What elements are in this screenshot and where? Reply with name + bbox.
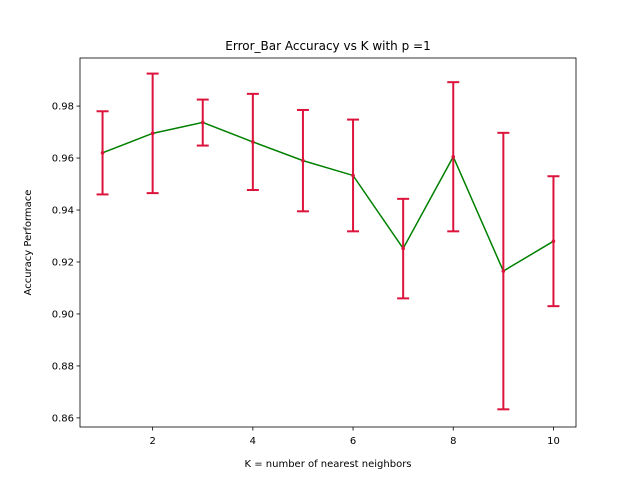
data-point <box>351 173 355 178</box>
y-tick-label: 0.88 <box>52 361 74 372</box>
error-bar <box>246 92 259 192</box>
error-bar <box>447 81 460 233</box>
error-bar <box>497 131 510 411</box>
error-bar <box>397 197 410 300</box>
series-line <box>102 121 554 273</box>
x-axis: 2 4 6 8 10 <box>149 427 560 447</box>
data-point <box>401 246 405 251</box>
y-axis: 0.86 0.88 0.90 0.92 0.94 0.96 0.98 <box>52 102 80 424</box>
data-point <box>100 151 105 155</box>
y-tick-label: 0.90 <box>52 309 74 320</box>
x-axis-label: K = number of nearest neighbors <box>244 459 411 470</box>
error-bar <box>196 98 209 147</box>
x-tick-label: 8 <box>450 436 456 447</box>
y-axis-label: Accuracy Performace <box>23 190 34 296</box>
data-point <box>150 131 155 136</box>
y-tick-label: 0.92 <box>52 257 74 268</box>
error-bar <box>347 118 360 233</box>
x-tick-label: 10 <box>547 436 560 447</box>
error-bar <box>296 108 309 213</box>
error-bar <box>96 110 109 196</box>
x-tick-label: 2 <box>149 436 155 447</box>
y-tick-label: 0.86 <box>52 413 74 424</box>
chart-title: Error_Bar Accuracy vs K with p =1 <box>225 39 430 53</box>
y-tick-label: 0.96 <box>52 154 74 165</box>
plot-area <box>96 72 560 411</box>
data-point <box>501 269 506 273</box>
x-tick-label: 4 <box>250 436 256 447</box>
data-point <box>200 120 205 125</box>
plot-frame <box>79 57 577 428</box>
x-tick-label: 6 <box>350 436 356 447</box>
y-tick-label: 0.98 <box>52 102 74 113</box>
data-point <box>251 140 255 144</box>
error-bar <box>146 72 159 195</box>
error-bar <box>547 175 560 308</box>
data-point <box>551 239 556 244</box>
data-point <box>301 158 305 163</box>
y-tick-label: 0.94 <box>52 206 74 217</box>
data-point <box>451 154 456 159</box>
